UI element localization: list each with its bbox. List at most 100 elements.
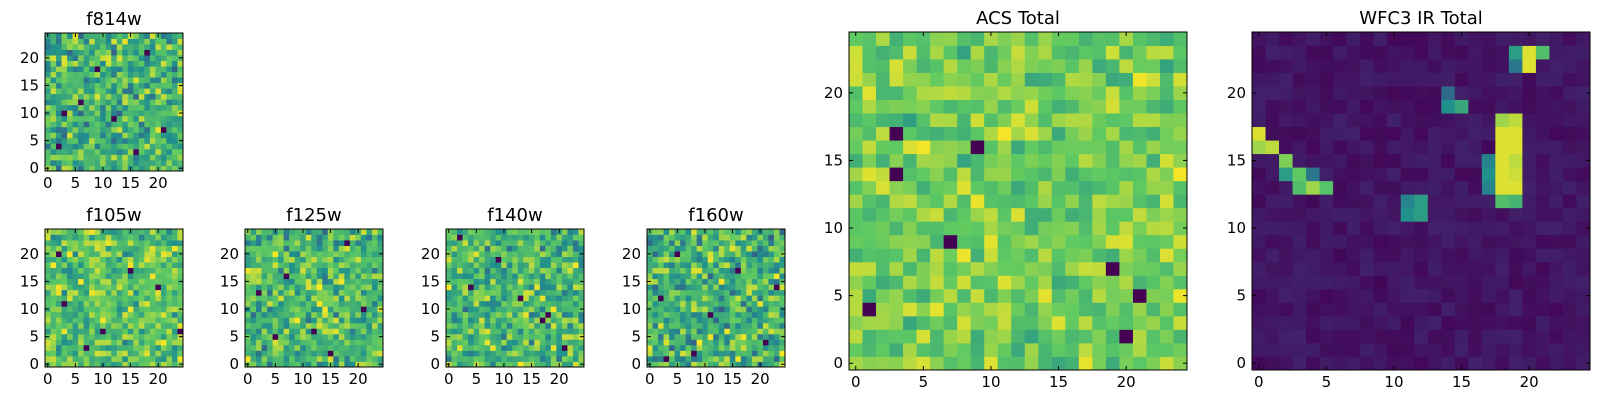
heatmap-cell [311,339,318,346]
heatmap-cell [171,322,178,329]
heatmap-cell [349,333,356,340]
heatmap-cell [1011,126,1026,141]
heatmap-cell [691,344,698,351]
heatmap-cell [171,311,178,318]
heatmap-cell [1468,288,1483,303]
heatmap-cell [506,240,513,246]
heatmap-cell [1252,221,1266,236]
heatmap-cell [451,322,458,329]
heatmap-cell [166,93,173,100]
heatmap-cell [1265,342,1280,357]
heatmap-cell [446,240,452,246]
heatmap-cell [647,295,653,302]
heatmap-cell [105,60,112,67]
heatmap-cell [111,110,118,117]
heatmap-cell [177,38,184,45]
heatmap-cell [89,99,96,106]
heatmap-cell [578,234,585,241]
heatmap-cell [943,140,958,155]
heatmap-cell [768,273,775,280]
heatmap-cell [517,311,524,318]
heatmap-cell [250,240,257,246]
heatmap-cell [45,99,51,106]
heatmap-cell [1065,180,1080,195]
heatmap-cell [256,284,262,291]
heatmap-cell [984,207,999,222]
heatmap-cell [773,344,780,351]
heatmap-cell [674,256,681,263]
heatmap-cell [155,289,162,296]
heatmap-cell [1576,72,1591,87]
heatmap-cell [1441,45,1456,60]
heatmap-cell [468,229,474,235]
heatmap-cell [366,245,373,252]
heatmap-cell [1038,315,1053,330]
heatmap-cell [528,256,535,263]
heatmap-cell [762,317,769,324]
heatmap-cell [61,317,68,324]
heatmap-cell [105,350,112,357]
heatmap-cell [89,71,96,78]
heatmap-cell [997,302,1012,317]
heatmap-cell [67,295,73,302]
heatmap-cell [94,350,101,357]
heatmap-cell [1038,356,1053,371]
heatmap-cell [267,240,273,246]
heatmap-cell [72,77,79,84]
heatmap-cell [490,350,497,357]
heatmap-cell [1319,315,1334,330]
heatmap-cell [1011,207,1026,222]
heatmap-cell [1024,153,1039,168]
heatmap-cell [160,60,167,67]
heatmap-cell [144,339,151,346]
heatmap-cell [366,306,373,313]
heatmap-cell [272,322,279,329]
heatmap-cell [984,302,999,317]
heatmap-cell [261,273,268,280]
heatmap-cell [1346,45,1361,60]
heatmap-cell [512,245,519,252]
heatmap-cell [862,248,877,263]
heatmap-cell [691,311,698,318]
heatmap-cell [327,284,334,291]
heatmap-cell [462,256,469,263]
heatmap-cell [943,99,958,114]
heatmap-cell [1576,153,1591,168]
heatmap-cell [256,355,262,362]
heatmap-cell [1173,126,1188,141]
heatmap-cell [83,355,90,362]
heatmap-cell [138,38,145,45]
heatmap-cell [245,339,251,346]
heatmap-cell [658,344,664,351]
heatmap-cell [366,289,373,296]
heatmap-cell [1173,288,1188,303]
heatmap-cell [1454,45,1469,60]
heatmap-cell [78,333,85,340]
heatmap-cell [1092,99,1107,114]
heatmap-cell [355,317,362,324]
heatmap-cell [127,154,134,161]
heatmap-cell [160,300,167,307]
heatmap-cell [166,317,173,324]
heatmap-cell [1011,302,1026,317]
heatmap-cell [1252,167,1266,182]
heatmap-cell [984,234,999,249]
heatmap-cell [245,317,251,324]
heatmap-cell [997,315,1012,330]
heatmap-cell [1360,32,1375,46]
heatmap-cell [484,344,491,351]
heatmap-cell [479,361,486,368]
heatmap-cell [333,311,340,318]
heatmap-cell [278,333,285,340]
heatmap-cell [338,240,345,246]
heatmap-cell [1146,234,1161,249]
heatmap-cell [1360,248,1375,263]
heatmap-cell [171,350,178,357]
heatmap-cell [1495,32,1510,46]
heatmap-cell [1522,302,1537,317]
heatmap-cell [943,302,958,317]
heatmap-cell [111,126,118,133]
heatmap-cell [876,288,890,303]
heatmap-cell [1549,275,1564,290]
heatmap-cell [713,344,720,351]
